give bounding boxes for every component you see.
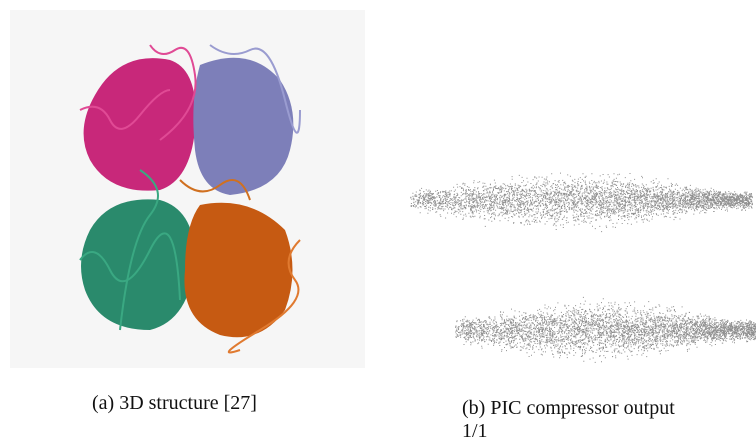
page-number: 1/1 [462,420,488,443]
caption-b: (b) PIC compressor output [462,397,675,420]
figure [0,0,756,438]
points [410,173,753,233]
point-cloud-top [410,173,753,233]
caption-a: (a) 3D structure [27] [92,392,257,415]
page: (a) 3D structure [27] (b) PIC compressor… [0,0,756,438]
point-cloud-bottom [455,297,756,363]
structure-background [10,10,365,368]
points [455,297,756,363]
chain-orange [184,203,292,337]
